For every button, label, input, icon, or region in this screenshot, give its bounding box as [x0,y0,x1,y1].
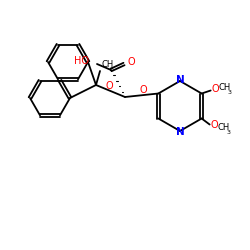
Text: O: O [211,120,218,130]
Text: HO: HO [74,56,89,66]
Text: N: N [176,75,184,85]
Text: CH: CH [219,83,231,92]
Text: N: N [176,127,184,137]
Text: CH: CH [101,60,113,69]
Text: O: O [106,81,113,91]
Text: O: O [127,57,134,67]
Text: 3: 3 [227,130,231,134]
Text: 3: 3 [228,90,232,94]
Text: O: O [212,84,219,94]
Text: O: O [140,85,147,95]
Text: 3: 3 [110,67,114,72]
Text: CH: CH [218,123,230,132]
